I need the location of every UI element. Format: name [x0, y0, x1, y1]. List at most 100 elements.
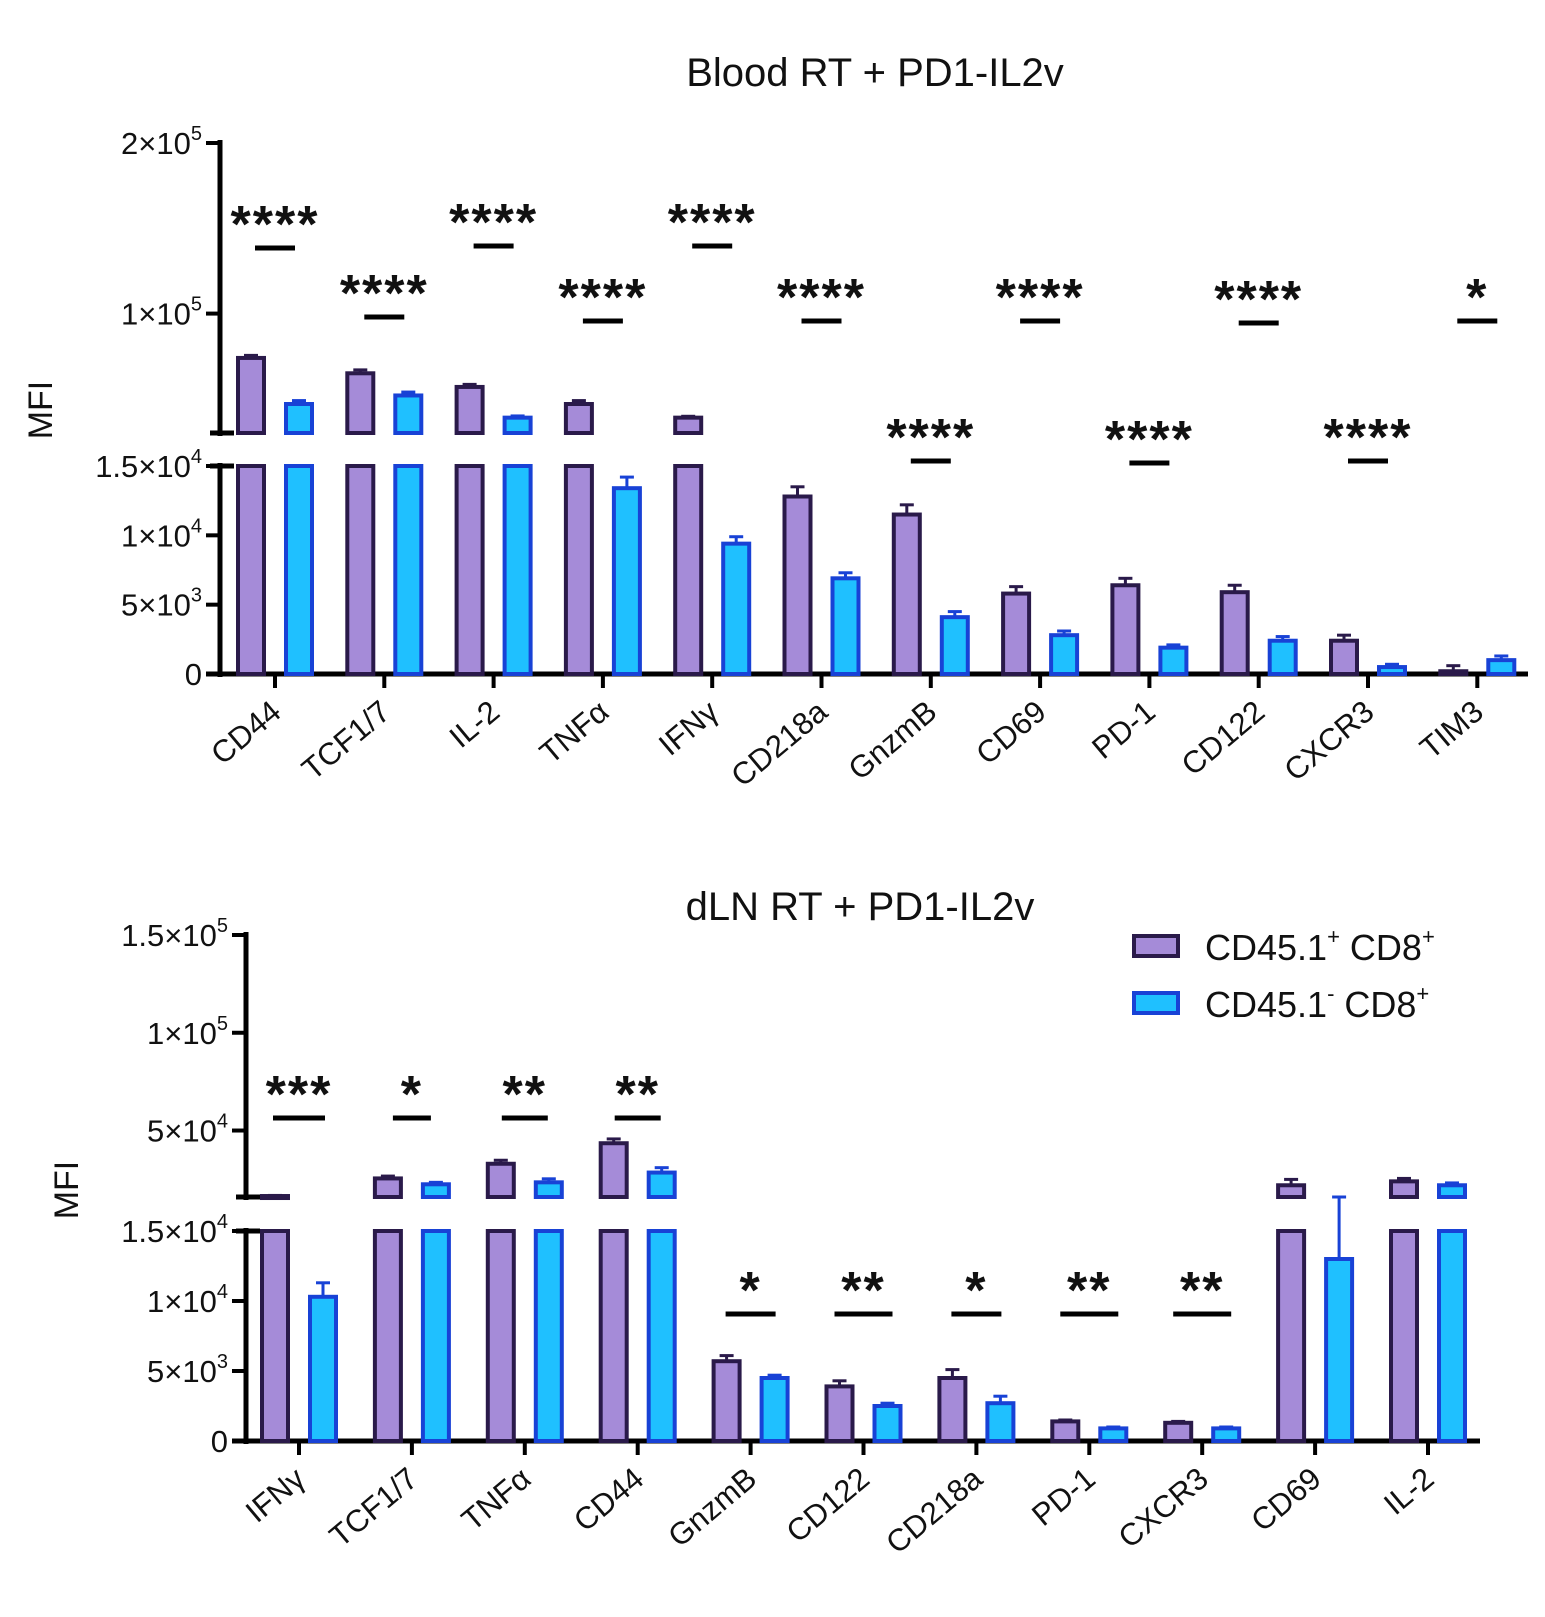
bar-tcf1-7-s1 [345, 371, 376, 436]
sig-label-tim3: * [1466, 269, 1488, 327]
sig-label-ifng: *** [266, 1066, 333, 1124]
bar-cd44-s2-lower [646, 1229, 677, 1443]
x-label-cd218a: CD218a [724, 693, 834, 793]
bar-gnzmb-s1 [711, 1359, 742, 1443]
legend-swatch-cd45-neg [1132, 991, 1180, 1015]
bar-gnzmb-s2 [939, 615, 970, 676]
x-label-cd69: CD69 [1244, 1461, 1327, 1539]
bar-il-2-s2-lower [1437, 1229, 1467, 1443]
x-label-tnfa: TNFα [455, 1461, 537, 1538]
bar-cd44-s2 [646, 1170, 677, 1199]
legend-label-cd45-pos: CD45.1+ CD8+ [1205, 924, 1435, 968]
legend: CD45.1+ CD8+ CD45.1- CD8+ [1132, 924, 1435, 1025]
bar-cxcr3-s2 [1377, 665, 1407, 676]
bar-cd218a-s1 [782, 494, 813, 676]
bar-cd122-s1 [1219, 590, 1250, 676]
y-tick-label: 1×104 [121, 515, 202, 553]
bar-il-2-s2 [1437, 1183, 1467, 1200]
bar-cd44-s1-lower [236, 464, 266, 676]
bar-tnfa-s1 [485, 1161, 516, 1200]
sig-label-cd122: **** [1214, 271, 1303, 329]
bar-il-2-s1-lower [454, 464, 485, 676]
bar-cd218a-s1 [937, 1376, 968, 1443]
y-tick-label: 2×105 [121, 123, 202, 161]
panel-b-ylabel: MFI [48, 1161, 86, 1220]
x-label-ifng: IFNγ [239, 1460, 312, 1529]
x-label-cd122: CD122 [1175, 694, 1271, 783]
bar-tcf1-7-s2-lower [420, 1229, 451, 1443]
bar-tcf1-7-s2 [393, 393, 424, 435]
sig-label-cd44: **** [231, 196, 320, 254]
y-tick-label: 1.5×105 [121, 915, 228, 953]
bar-gnzmb-s1 [891, 512, 922, 676]
bar-ifng-s1-lower [260, 1229, 290, 1443]
bar-cd69-s1 [1001, 591, 1032, 676]
panel-a-title: Blood RT + PD1-IL2v [686, 51, 1064, 95]
x-label-cd44: CD44 [567, 1461, 650, 1539]
y-tick-label: 0 [185, 657, 202, 692]
bar-cxcr3-s1 [1329, 638, 1359, 676]
bar-cd69-s2 [1049, 633, 1080, 677]
sig-label-cxcr3: ** [1180, 1262, 1224, 1320]
bar-tnfa-s2-lower [533, 1229, 564, 1443]
x-label-il-2: IL-2 [1377, 1461, 1440, 1522]
x-label-tim3: TIM3 [1413, 694, 1490, 766]
sig-label-tnfa: **** [558, 269, 647, 327]
bar-cd69-s1-lower [1276, 1229, 1307, 1443]
bar-cxcr3-s1 [1163, 1420, 1194, 1444]
sig-label-ifng: **** [668, 194, 757, 252]
sig-label-cxcr3: **** [1324, 409, 1413, 467]
bar-pd-1-s2 [1158, 645, 1189, 676]
bar-tnfa-s2 [611, 486, 642, 677]
bar-cd44-s2 [284, 402, 314, 435]
bar-cd69-s2 [1324, 1257, 1355, 1443]
sig-label-gnzmb: * [739, 1262, 761, 1320]
x-label-il-2: IL-2 [443, 694, 506, 755]
y-tick-label: 1×105 [147, 1013, 228, 1051]
panel-b-title: dLN RT + PD1-IL2v [686, 885, 1035, 929]
bar-ifng-s2 [721, 541, 752, 676]
bar-tnfa-s1-lower [563, 464, 594, 676]
bar-cd44-s1 [598, 1141, 629, 1199]
y-tick-label: 5×104 [147, 1111, 228, 1149]
bar-tcf1-7-s2-lower [393, 464, 424, 676]
bar-gnzmb-s2 [759, 1376, 790, 1443]
bar-cd44-s1 [236, 355, 266, 435]
bar-pd-1-s1 [1050, 1419, 1081, 1444]
bar-tcf1-7-s1 [372, 1176, 403, 1200]
x-label-cd122: CD122 [780, 1461, 876, 1550]
sig-label-il-2: **** [449, 194, 538, 252]
x-label-cxcr3: CXCR3 [1112, 1461, 1215, 1555]
bar-ifng-s2 [308, 1294, 338, 1444]
bar-cd122-s2 [1267, 638, 1298, 676]
sig-label-cd69: **** [996, 269, 1085, 327]
y-tick-label: 1×105 [121, 294, 202, 332]
bar-pd-1-s2 [1098, 1426, 1129, 1444]
x-label-cd69: CD69 [969, 694, 1052, 772]
sig-label-cd218a: * [965, 1262, 987, 1320]
y-tick-label: 5×103 [121, 585, 202, 623]
sig-label-tnfa: ** [503, 1066, 547, 1124]
bar-il-2-s1 [454, 384, 485, 435]
sig-label-cd122: ** [841, 1262, 885, 1320]
sig-label-tcf1-7: * [401, 1066, 423, 1124]
bar-tnfa-s1 [563, 402, 594, 435]
bar-cd44-s2-lower [284, 464, 314, 676]
bar-ifng-s1 [673, 415, 704, 436]
bar-tnfa-s2 [533, 1180, 564, 1199]
sig-label-tcf1-7: **** [340, 265, 429, 323]
bar-il-2-s2-lower [502, 464, 533, 676]
y-tick-label: 5×103 [147, 1351, 228, 1389]
x-label-gnzmb: GnzmB [661, 1461, 763, 1554]
sig-label-cd218a: **** [777, 269, 866, 327]
y-tick-label: 1.5×104 [95, 446, 202, 484]
bar-il-2-s2 [502, 415, 533, 436]
x-label-cxcr3: CXCR3 [1277, 694, 1380, 788]
x-label-cd44: CD44 [204, 694, 287, 772]
y-tick-label: 0 [211, 1424, 228, 1459]
bar-cxcr3-s2 [1211, 1426, 1242, 1444]
x-label-tcf1-7: TCF1/7 [323, 1461, 425, 1554]
panel-a-chart: 0 5×103 1×104 1.5×104 1×105 2×105 CD44 **** TCF1… [95, 123, 1528, 793]
bar-cd218a-s2 [985, 1401, 1016, 1443]
